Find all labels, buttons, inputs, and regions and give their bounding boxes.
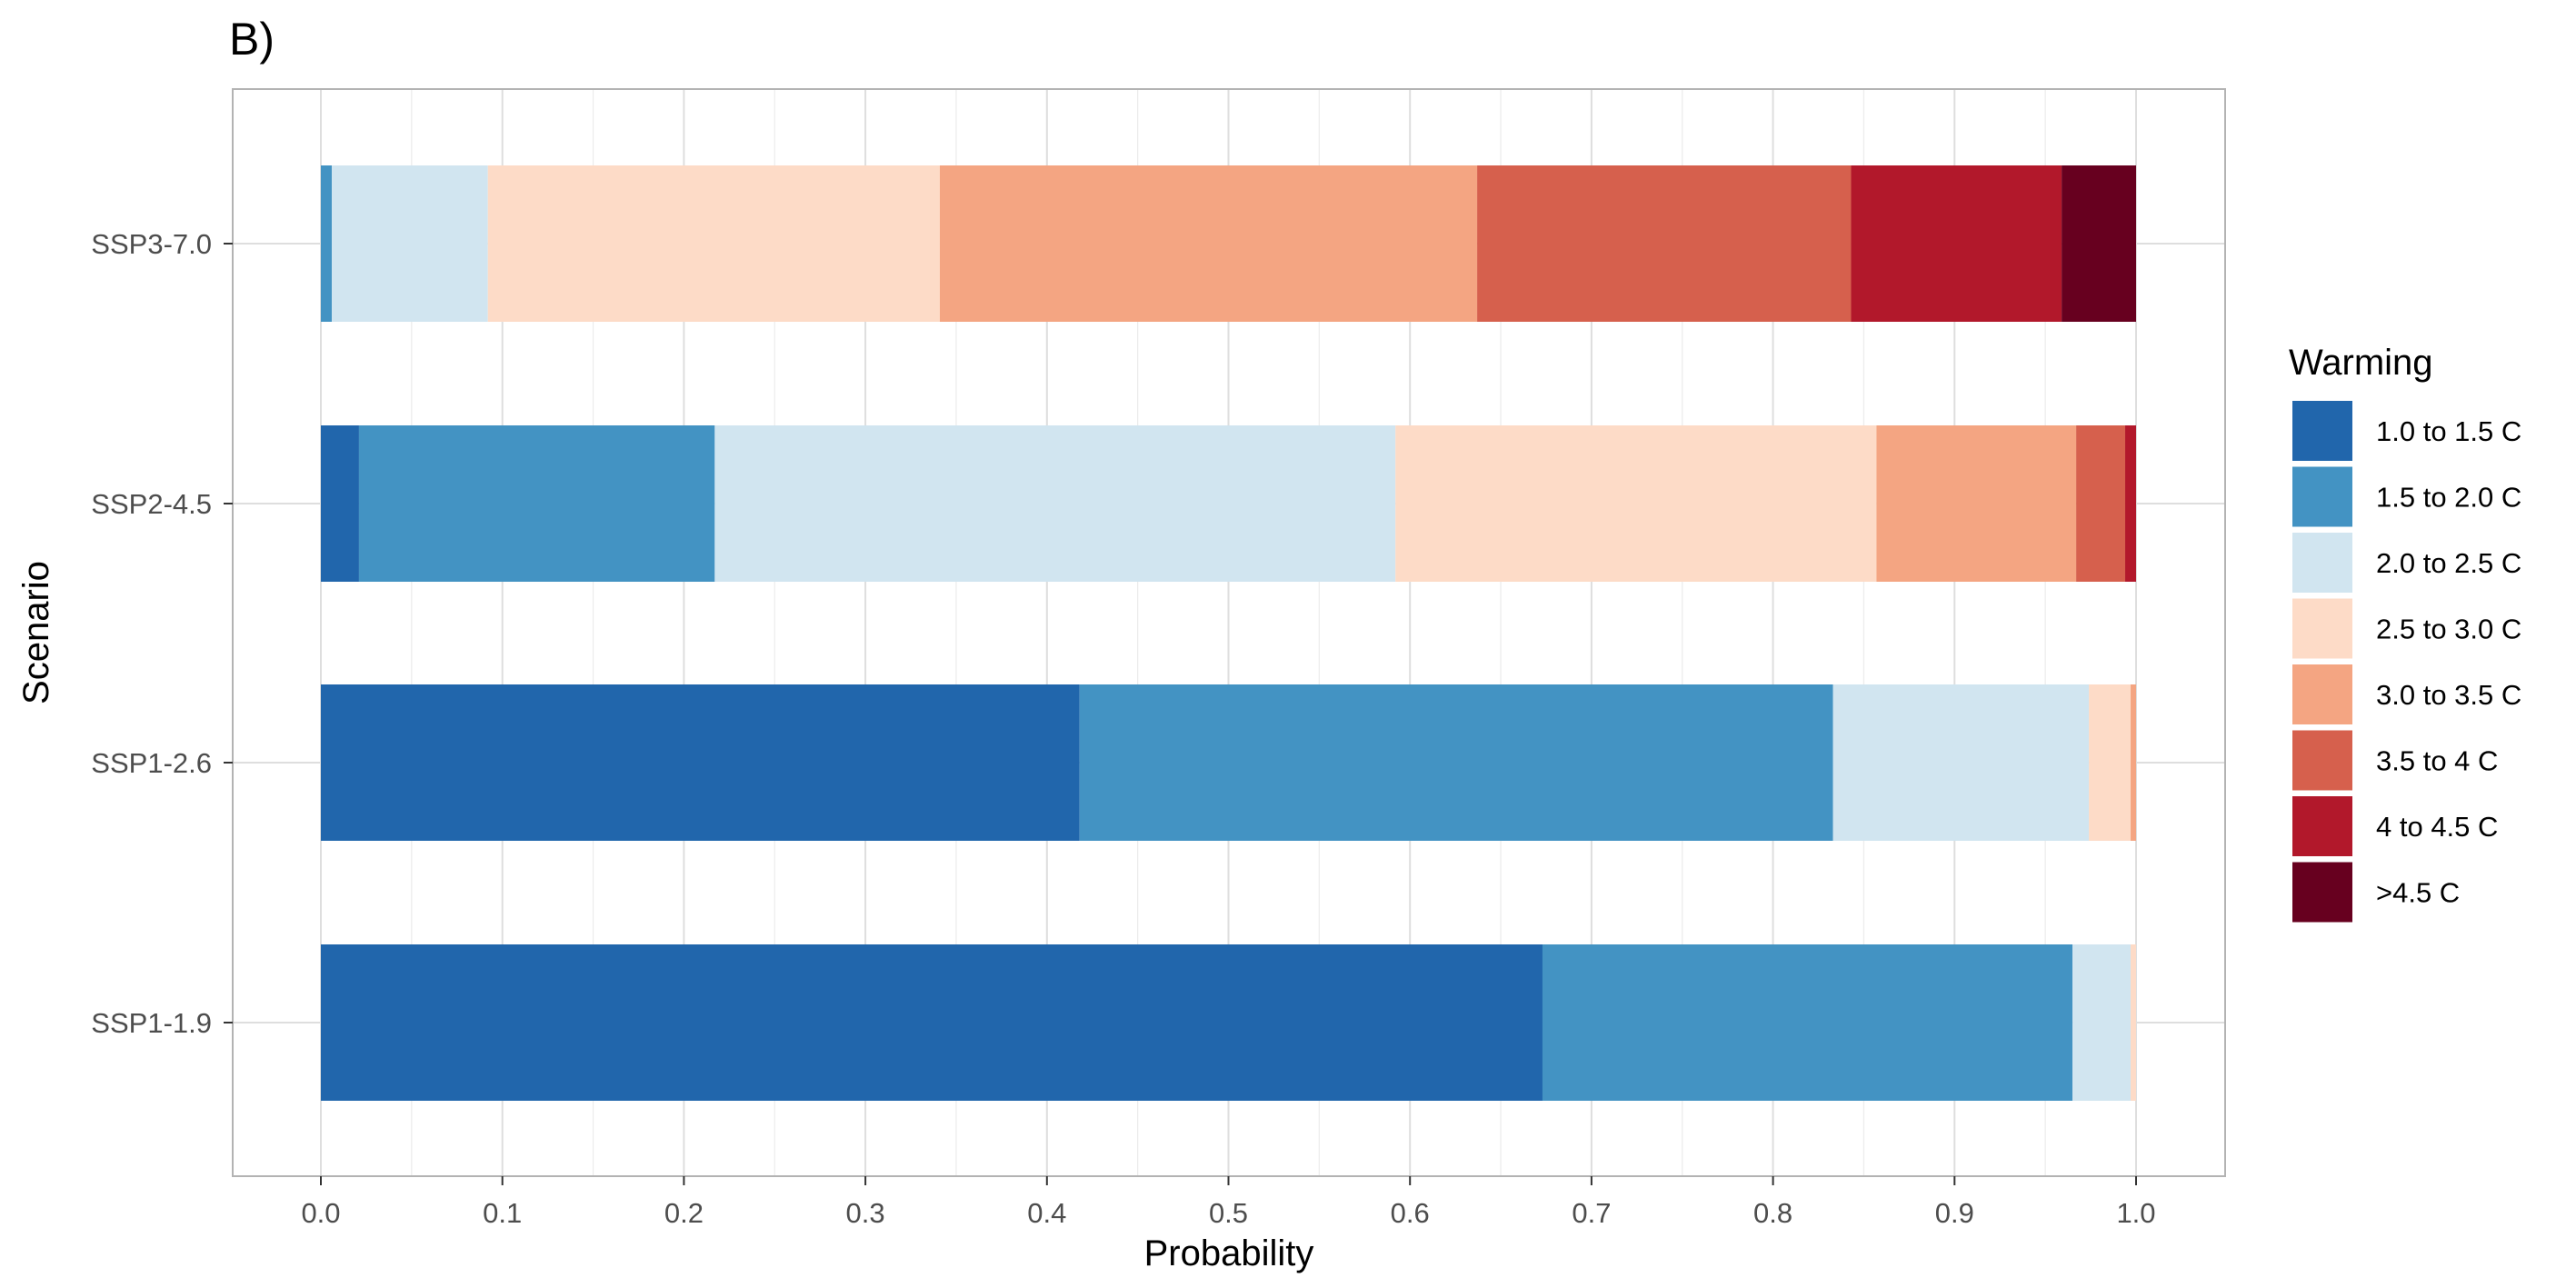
y-tick-label: SSP2-4.5 bbox=[91, 488, 212, 520]
bar-segment bbox=[2089, 684, 2132, 841]
y-axis-title: Scenario bbox=[16, 561, 56, 704]
x-tick-label: 0.0 bbox=[301, 1197, 340, 1229]
legend-label: >4.5 C bbox=[2376, 877, 2460, 909]
legend-key bbox=[2292, 533, 2352, 593]
legend-label: 1.5 to 2.0 C bbox=[2376, 482, 2521, 514]
legend-label: 2.5 to 3.0 C bbox=[2376, 614, 2521, 645]
x-tick-label: 0.1 bbox=[483, 1197, 522, 1229]
x-tick-label: 0.2 bbox=[664, 1197, 704, 1229]
legend-key bbox=[2292, 664, 2352, 724]
bar-segment bbox=[321, 165, 332, 322]
bars bbox=[321, 165, 2136, 1101]
legend-label: 1.0 to 1.5 C bbox=[2376, 415, 2521, 447]
bar-segment bbox=[1542, 944, 2073, 1101]
panel-tag: B) bbox=[229, 14, 275, 65]
legend-key bbox=[2292, 598, 2352, 659]
y-tick-label: SSP1-2.6 bbox=[91, 747, 212, 779]
y-axis-ticks: SSP1-1.9 SSP1-2.6 SSP2-4.5 SSP3-7.0 bbox=[91, 228, 233, 1039]
bar-segment bbox=[321, 425, 359, 582]
x-tick-label: 0.3 bbox=[846, 1197, 885, 1229]
legend-key bbox=[2292, 796, 2352, 856]
x-axis-ticks: 0.0 0.1 0.2 0.3 0.4 0.5 0.6 0.7 0.8 0.9 1.0 bbox=[301, 1176, 2156, 1229]
x-axis-title: Probability bbox=[1144, 1233, 1314, 1273]
legend-key bbox=[2292, 862, 2352, 923]
bar-segment bbox=[1079, 684, 1833, 841]
legend-key bbox=[2292, 466, 2352, 527]
legend-key bbox=[2292, 401, 2352, 461]
bar-segment bbox=[1876, 425, 2077, 582]
y-tick-label: SSP3-7.0 bbox=[91, 228, 212, 260]
bar-segment bbox=[1851, 165, 2062, 322]
legend-label: 3.5 to 4 C bbox=[2376, 745, 2498, 777]
bar-segment bbox=[2131, 944, 2136, 1101]
bar-segment bbox=[487, 165, 940, 322]
legend-title: Warming bbox=[2289, 343, 2433, 383]
bar-segment bbox=[714, 425, 1396, 582]
bar-segment bbox=[2072, 944, 2132, 1101]
x-tick-label: 0.8 bbox=[1753, 1197, 1792, 1229]
bar-segment bbox=[2076, 425, 2126, 582]
legend-key bbox=[2292, 730, 2352, 791]
bar-segment bbox=[2131, 684, 2136, 841]
bar-segment bbox=[1832, 684, 2090, 841]
bar-segment bbox=[2062, 165, 2136, 322]
bar-segment bbox=[321, 944, 1543, 1101]
legend-label: 4 to 4.5 C bbox=[2376, 811, 2498, 843]
x-tick-label: 0.9 bbox=[1935, 1197, 1974, 1229]
x-tick-label: 1.0 bbox=[2116, 1197, 2155, 1229]
bar-segment bbox=[358, 425, 715, 582]
x-tick-label: 0.6 bbox=[1391, 1197, 1430, 1229]
legend-label: 3.0 to 3.5 C bbox=[2376, 679, 2521, 711]
x-tick-label: 0.4 bbox=[1027, 1197, 1066, 1229]
y-tick-label: SSP1-1.9 bbox=[91, 1007, 212, 1039]
x-tick-label: 0.5 bbox=[1209, 1197, 1248, 1229]
bar-segment bbox=[939, 165, 1478, 322]
x-tick-label: 0.7 bbox=[1572, 1197, 1611, 1229]
bar-segment bbox=[331, 165, 488, 322]
bar-segment bbox=[321, 684, 1080, 841]
legend-label: 2.0 to 2.5 C bbox=[2376, 547, 2521, 579]
bar-segment bbox=[1395, 425, 1877, 582]
bar-segment bbox=[2125, 425, 2136, 582]
legend: 1.0 to 1.5 C 1.5 to 2.0 C 2.0 to 2.5 C 2.5 … bbox=[2292, 401, 2521, 923]
bar-segment bbox=[1477, 165, 1852, 322]
